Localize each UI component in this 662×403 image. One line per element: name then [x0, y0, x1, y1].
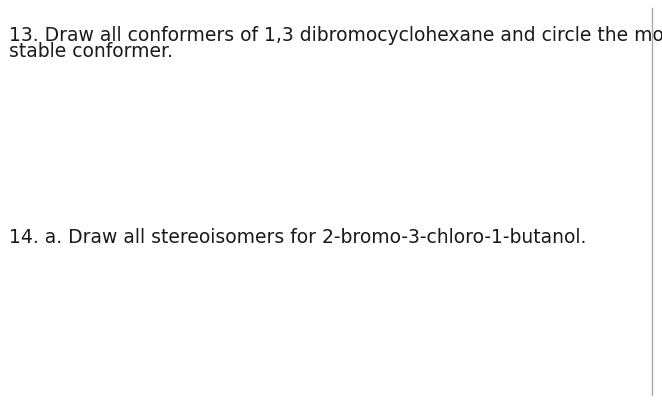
Text: stable conformer.: stable conformer. — [9, 42, 173, 61]
Text: 14. a. Draw all stereoisomers for 2-bromo-3-chloro-1-butanol.: 14. a. Draw all stereoisomers for 2-brom… — [9, 228, 587, 247]
Text: 13. Draw all conformers of 1,3 dibromocyclohexane and circle the most: 13. Draw all conformers of 1,3 dibromocy… — [9, 26, 662, 45]
